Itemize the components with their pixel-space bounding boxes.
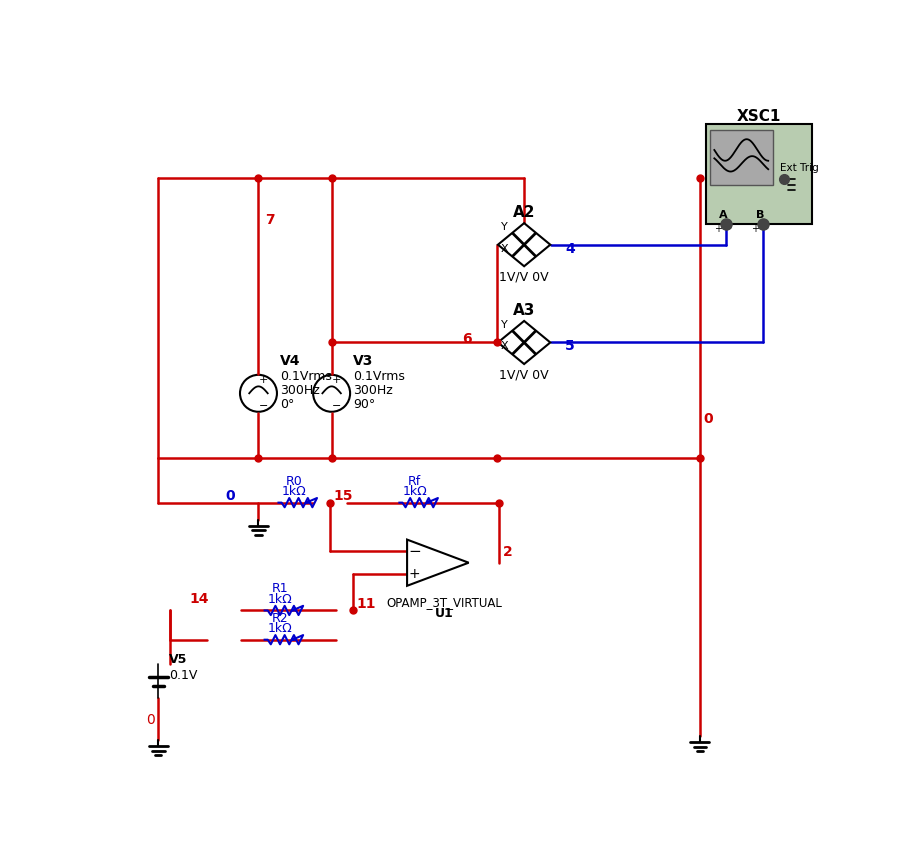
Text: −: − (409, 544, 421, 559)
Text: 0.1Vrms: 0.1Vrms (280, 370, 332, 383)
Text: +: + (751, 224, 759, 234)
Polygon shape (498, 223, 551, 266)
Text: 0: 0 (226, 490, 236, 504)
Text: A3: A3 (513, 302, 535, 318)
Text: V4: V4 (280, 354, 300, 368)
Text: 300Hz: 300Hz (280, 383, 319, 397)
Text: 4: 4 (565, 241, 575, 256)
Text: R1: R1 (272, 583, 288, 596)
Text: 1kΩ: 1kΩ (268, 593, 292, 606)
Text: 1V/V 0V: 1V/V 0V (500, 368, 549, 382)
Text: A: A (719, 210, 727, 220)
Text: 1kΩ: 1kΩ (402, 486, 427, 498)
Text: +: + (714, 224, 723, 234)
Text: 0.1Vrms: 0.1Vrms (353, 370, 405, 383)
Text: −: − (331, 401, 341, 412)
Text: R2: R2 (272, 612, 288, 625)
Text: 0: 0 (146, 713, 155, 727)
Text: U1: U1 (435, 607, 453, 620)
Text: −: − (724, 224, 733, 234)
Text: 2: 2 (502, 545, 512, 559)
Text: OPAMP_3T_VIRTUAL: OPAMP_3T_VIRTUAL (386, 596, 502, 609)
Polygon shape (498, 321, 551, 364)
Text: −: − (258, 401, 268, 412)
Text: Rf: Rf (409, 475, 421, 487)
Text: 1kΩ: 1kΩ (268, 623, 292, 636)
Text: Ext Trig: Ext Trig (780, 164, 818, 174)
Text: 7: 7 (265, 213, 274, 227)
Text: 300Hz: 300Hz (353, 383, 393, 397)
Text: 90°: 90° (353, 398, 376, 411)
Text: +: + (258, 375, 268, 385)
FancyBboxPatch shape (710, 130, 773, 186)
Text: 1kΩ: 1kΩ (281, 486, 307, 498)
Text: 1V/V 0V: 1V/V 0V (500, 271, 549, 284)
Text: XSC1: XSC1 (737, 108, 781, 124)
Text: 11: 11 (357, 597, 376, 611)
Text: A2: A2 (513, 204, 535, 220)
Text: 0.1V: 0.1V (169, 669, 197, 682)
Text: Y: Y (501, 222, 508, 232)
Text: B: B (755, 210, 763, 220)
Polygon shape (407, 539, 469, 586)
Text: X: X (501, 244, 509, 254)
Text: 5: 5 (565, 339, 575, 354)
Text: 14: 14 (189, 592, 208, 606)
FancyBboxPatch shape (706, 124, 812, 224)
Text: Y: Y (501, 320, 508, 330)
Text: V5: V5 (169, 653, 187, 666)
Text: X: X (501, 342, 509, 351)
Text: V3: V3 (353, 354, 374, 368)
Text: −: − (761, 224, 769, 234)
Text: +: + (409, 567, 420, 581)
Text: 0: 0 (703, 412, 713, 427)
Text: R0: R0 (286, 475, 302, 487)
Text: 15: 15 (334, 490, 353, 504)
Text: 6: 6 (462, 331, 472, 346)
Text: 0°: 0° (280, 398, 295, 411)
Text: +: + (331, 375, 341, 385)
